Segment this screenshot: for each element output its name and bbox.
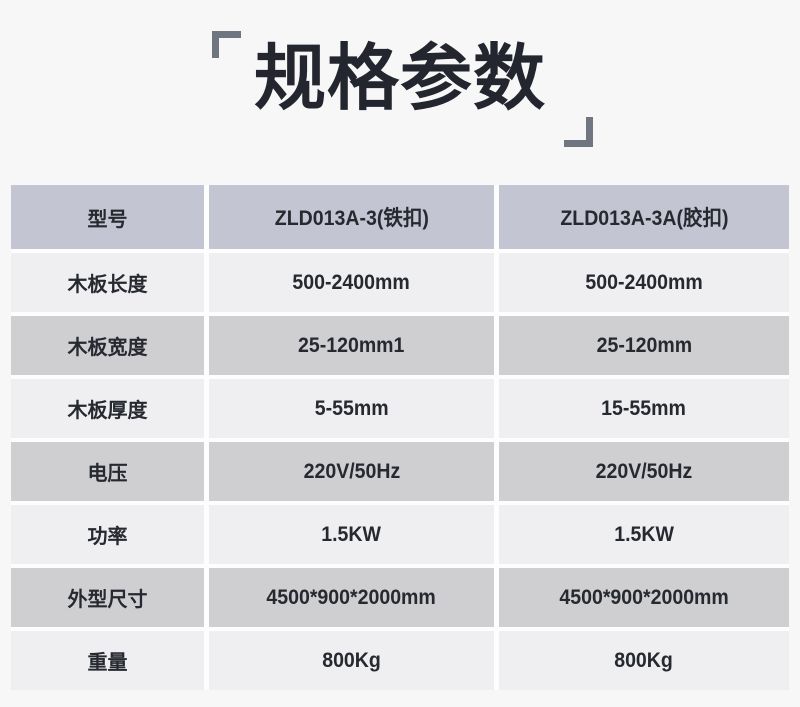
spec-value-voltage-a: 220V/50Hz bbox=[209, 442, 494, 501]
value-text: 220V/50Hz bbox=[595, 459, 693, 483]
header-cell-model-label: 型号 bbox=[11, 185, 204, 249]
value-text: 500-2400mm bbox=[585, 270, 703, 294]
value-text: 25-120mm bbox=[596, 333, 692, 357]
spec-value-voltage-b: 220V/50Hz bbox=[499, 442, 789, 501]
spec-value-board-width-b: 25-120mm bbox=[499, 316, 789, 375]
spec-label-board-thickness: 木板厚度 bbox=[11, 379, 204, 438]
value-text: 4500*900*2000mm bbox=[559, 585, 729, 609]
spec-value-board-length-a: 500-2400mm bbox=[209, 253, 494, 312]
spec-label-voltage: 电压 bbox=[11, 442, 204, 501]
corner-bracket-top-left-icon bbox=[212, 31, 241, 58]
value-text: 5-55mm bbox=[314, 396, 389, 420]
spec-value-dimensions-a: 4500*900*2000mm bbox=[209, 568, 494, 627]
spec-value-weight-b: 800Kg bbox=[499, 631, 789, 690]
spec-label-board-width: 木板宽度 bbox=[11, 316, 204, 375]
value-text: 4500*900*2000mm bbox=[266, 585, 437, 609]
header-cell-model-b: ZLD013A-3A(胶扣) bbox=[499, 185, 789, 249]
value-text: 800Kg bbox=[322, 648, 381, 672]
value-text: 1.5KW bbox=[321, 522, 382, 546]
spec-label-dimensions: 外型尺寸 bbox=[11, 568, 204, 627]
spec-label-power: 功率 bbox=[11, 505, 204, 564]
spec-value-power-a: 1.5KW bbox=[209, 505, 494, 564]
page-title: 规格参数 bbox=[253, 39, 546, 119]
spec-label-weight: 重量 bbox=[11, 631, 204, 690]
title-block: 规格参数 bbox=[0, 0, 800, 185]
spec-table: 型号 ZLD013A-3(铁扣) ZLD013A-3A(胶扣) 木板长度 500… bbox=[11, 185, 789, 690]
corner-bracket-bottom-right-icon bbox=[564, 117, 593, 147]
spec-value-board-thickness-a: 5-55mm bbox=[209, 379, 494, 438]
value-text: 15-55mm bbox=[601, 396, 687, 420]
value-text: 500-2400mm bbox=[292, 270, 411, 294]
header-cell-model-a: ZLD013A-3(铁扣) bbox=[209, 185, 494, 249]
header-model-b-text: ZLD013A-3A(胶扣) bbox=[559, 207, 729, 230]
spec-value-weight-a: 800Kg bbox=[209, 631, 494, 690]
spec-value-dimensions-b: 4500*900*2000mm bbox=[499, 568, 789, 627]
spec-value-board-width-a: 25-120mm1 bbox=[209, 316, 494, 375]
spec-value-power-b: 1.5KW bbox=[499, 505, 789, 564]
value-text: 1.5KW bbox=[614, 522, 674, 546]
header-model-a-text: ZLD013A-3(铁扣) bbox=[274, 207, 429, 230]
value-text: 800Kg bbox=[614, 648, 674, 672]
spec-value-board-length-b: 500-2400mm bbox=[499, 253, 789, 312]
value-text: 25-120mm1 bbox=[298, 333, 405, 357]
spec-value-board-thickness-b: 15-55mm bbox=[499, 379, 789, 438]
value-text: 220V/50Hz bbox=[303, 459, 400, 483]
spec-label-board-length: 木板长度 bbox=[11, 253, 204, 312]
